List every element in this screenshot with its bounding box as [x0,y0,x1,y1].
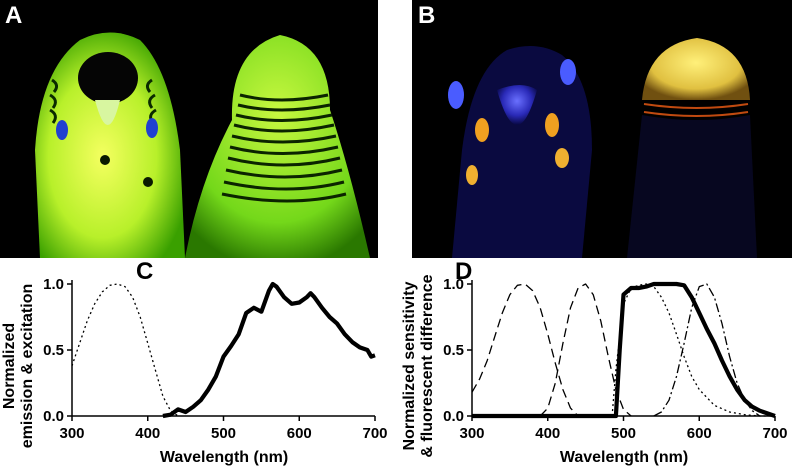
panel-a-photo [0,0,378,258]
panel-d-series-dotted-2 [611,283,775,417]
panel-c-xtick-label: 400 [135,425,160,442]
bird-back-stripes [221,93,347,203]
panel-b-photo [412,0,792,258]
panel-d-xtick-label: 300 [459,425,484,442]
panel-c-ytick-label: 0.5 [43,342,64,359]
panel-d-series-thick-4 [472,281,776,419]
panel-c-ytick-label: 1.0 [43,276,64,293]
panel-d-xlabel: Wavelength (nm) [560,449,688,466]
panel-a-illustration [0,0,378,258]
panel-d-xtick-label: 600 [687,425,712,442]
panel-b-label: B [418,2,436,29]
panel-d-xtick-label: 500 [611,425,636,442]
panel-c-ylabel-line2: emission & excitation [19,284,36,449]
panel-c-ylabel-line1: Normalized [1,323,18,409]
panel-c-xtick-label: 300 [59,425,84,442]
panel-d-series-dashdot-3 [653,283,761,417]
panel-b-illustration [412,0,792,258]
panel-c-series-dotted-0 [71,283,179,417]
panel-a-label: A [5,2,23,29]
bird-front-stripes [49,78,157,124]
bird-front-face [78,52,138,104]
bird-front-body-uv [452,46,592,258]
panel-d-series-dashed-0 [471,283,579,417]
panel-d-ytick-label: 1.0 [443,276,464,293]
panel-d-chart: Normalized sensitivity & fluorescent dif… [401,274,788,466]
panel-c-xtick-label: 500 [211,425,236,442]
panel-c-chart: Normalized emission & excitation 300 400 5… [1,276,388,466]
panel-d-ylabel-line2: & fluorescent difference [419,274,436,457]
panel-d-xtick-label: 700 [762,425,787,442]
panel-c-xtick-label: 600 [287,425,312,442]
panel-d-ytick-label: 0.5 [443,342,464,359]
panel-d-xtick-label: 400 [535,425,560,442]
bird-back-crown-uv [642,38,750,100]
panel-c-ytick-label: 0.0 [43,408,64,425]
panel-c-xlabel: Wavelength (nm) [160,449,288,466]
panel-c-label: C [136,258,154,285]
bird-back-body [185,35,370,258]
panel-d-ytick-label: 0.0 [443,408,464,425]
panel-d-label: D [455,258,473,285]
panel-d-ylabel-line1: Normalized sensitivity [401,281,418,450]
panel-c-xtick-label: 700 [362,425,387,442]
panel-c-series-thick-1 [162,281,376,419]
